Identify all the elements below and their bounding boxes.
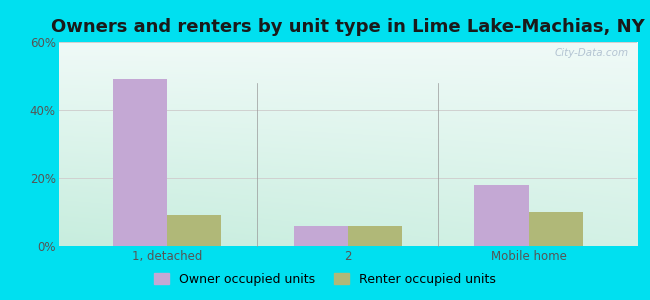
Title: Owners and renters by unit type in Lime Lake-Machias, NY: Owners and renters by unit type in Lime … [51,18,645,36]
Bar [294,226,348,246]
Bar [528,212,583,246]
Bar [167,215,221,246]
Bar [348,226,402,246]
Bar [112,80,167,246]
Bar [474,185,528,246]
Text: City-Data.com: City-Data.com [554,48,629,58]
Legend: Owner occupied units, Renter occupied units: Owner occupied units, Renter occupied un… [149,268,501,291]
